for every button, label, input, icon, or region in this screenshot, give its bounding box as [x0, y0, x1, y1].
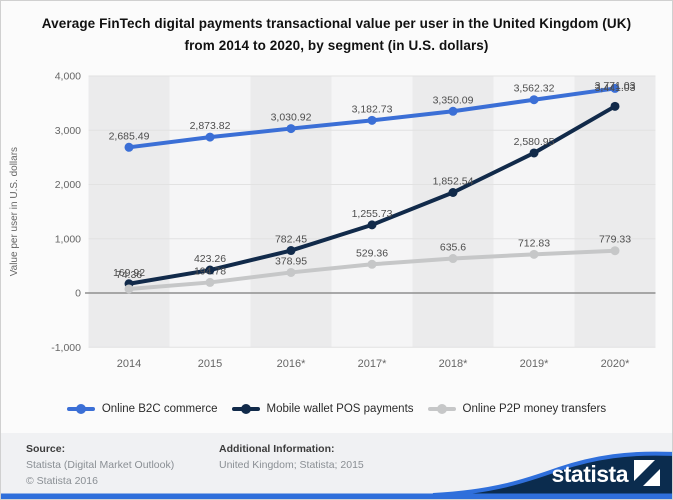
data-label: 3,182.73: [352, 103, 393, 115]
brand-bottom-strip: [1, 493, 672, 499]
additional-info-line: United Kingdom; Statista; 2015: [219, 458, 364, 471]
source-line: Statista (Digital Market Outlook): [26, 458, 175, 471]
data-label: 1,852.54: [433, 175, 474, 187]
data-label: 423.26: [194, 253, 226, 265]
brand-wave-blue-curve: [432, 451, 672, 497]
data-point: [205, 132, 215, 142]
data-label: 194.78: [194, 265, 226, 277]
data-label: 2,685.49: [109, 130, 150, 142]
data-label: 3,350.09: [433, 94, 474, 106]
copyright-line: © Statista 2016: [26, 474, 98, 487]
data-point: [529, 249, 539, 259]
statista-logo-icon: [634, 460, 660, 486]
data-point: [286, 267, 296, 277]
x-tick-label: 2015: [198, 358, 222, 370]
x-tick-label: 2017*: [358, 358, 387, 370]
footer: Source: Statista (Digital Market Outlook…: [1, 433, 672, 499]
data-point: [529, 95, 539, 105]
data-point: [205, 277, 215, 287]
x-tick-label: 2016*: [277, 358, 306, 370]
series-3-line: [124, 246, 620, 294]
data-point: [448, 187, 458, 197]
additional-info-label: Additional Information:: [219, 443, 335, 455]
source-block: Source: Statista (Digital Market Outlook…: [26, 442, 174, 489]
chart-plot-area: -1,000 0 1,000 2,000 3,000 4,000 Value per use…: [9, 71, 656, 370]
data-label: 529.36: [356, 247, 388, 259]
y-tick-label: 4,000: [55, 71, 81, 83]
data-label: 2,580.95: [514, 136, 555, 148]
data-label: 3,030.92: [271, 112, 312, 124]
additional-info-block: Additional Information: United Kingdom; …: [219, 442, 364, 474]
legend-item-3: Online P2P money transfers: [427, 403, 607, 415]
data-point: [286, 246, 296, 256]
y-tick-label: 1,000: [55, 233, 81, 245]
y-tick-label: 3,000: [55, 125, 81, 137]
gridlines: [85, 75, 656, 348]
data-point: [610, 83, 620, 93]
data-label: 712.83: [518, 237, 550, 249]
data-point: [610, 101, 620, 111]
x-axis-ticks: 2014 2015 2016* 2017* 2018* 2019* 2020*: [117, 358, 630, 370]
series-2-line: [124, 101, 620, 289]
source-label: Source:: [26, 443, 66, 455]
legend-label: Online B2C commerce: [101, 403, 218, 415]
data-label: 74.36: [116, 269, 142, 281]
legend-label: Online P2P money transfers: [462, 403, 607, 415]
legend-marker-icon: [427, 403, 456, 415]
data-label: 782.45: [275, 234, 307, 246]
y-tick-label: 2,000: [55, 179, 81, 191]
legend-item-1: Online B2C commerce: [66, 403, 218, 415]
data-point: [367, 220, 377, 230]
data-label: 635.6: [440, 242, 466, 254]
data-label: 378.95: [275, 255, 307, 267]
legend-item-2: Mobile wallet POS payments: [231, 403, 414, 415]
y-tick-label: -1,000: [51, 342, 81, 354]
x-tick-label: 2019*: [520, 358, 549, 370]
data-label: 1,255.73: [352, 208, 393, 220]
y-tick-label: 0: [75, 288, 81, 300]
data-point: [448, 254, 458, 264]
brand-wave-navy-shape: [433, 453, 672, 499]
x-tick-label: 2020*: [601, 358, 630, 370]
chart-legend: Online B2C commerce Mobile wallet POS pay…: [1, 403, 672, 415]
data-label: 2,873.82: [190, 120, 231, 132]
data-label: 3,562.32: [514, 83, 555, 95]
data-point: [529, 148, 539, 158]
x-tick-label: 2018*: [439, 358, 468, 370]
brand-wave-graphic: [1, 451, 672, 499]
data-label: 3,771.03: [595, 80, 636, 92]
y-axis-title: Value per user in U.S. dollars: [9, 147, 20, 276]
data-point: [367, 115, 377, 125]
data-label: 169.92: [113, 267, 145, 279]
y-axis-ticks: -1,000 0 1,000 2,000 3,000 4,000: [51, 71, 81, 354]
statista-wordmark: statista: [551, 461, 628, 487]
data-label: 779.33: [599, 234, 631, 246]
data-point: [448, 106, 458, 116]
data-point: [124, 284, 134, 294]
chart-title: Average FinTech digital payments transac…: [41, 16, 632, 54]
legend-label: Mobile wallet POS payments: [266, 403, 414, 415]
legend-marker-icon: [231, 403, 260, 415]
data-point: [610, 246, 620, 256]
data-point: [286, 124, 296, 134]
data-point: [367, 259, 377, 269]
data-point: [124, 142, 134, 152]
x-tick-label: 2014: [117, 358, 141, 370]
data-label: 3,441.03: [595, 82, 636, 94]
series-1-line: [124, 83, 620, 152]
legend-marker-icon: [66, 403, 95, 415]
data-point: [205, 265, 215, 275]
